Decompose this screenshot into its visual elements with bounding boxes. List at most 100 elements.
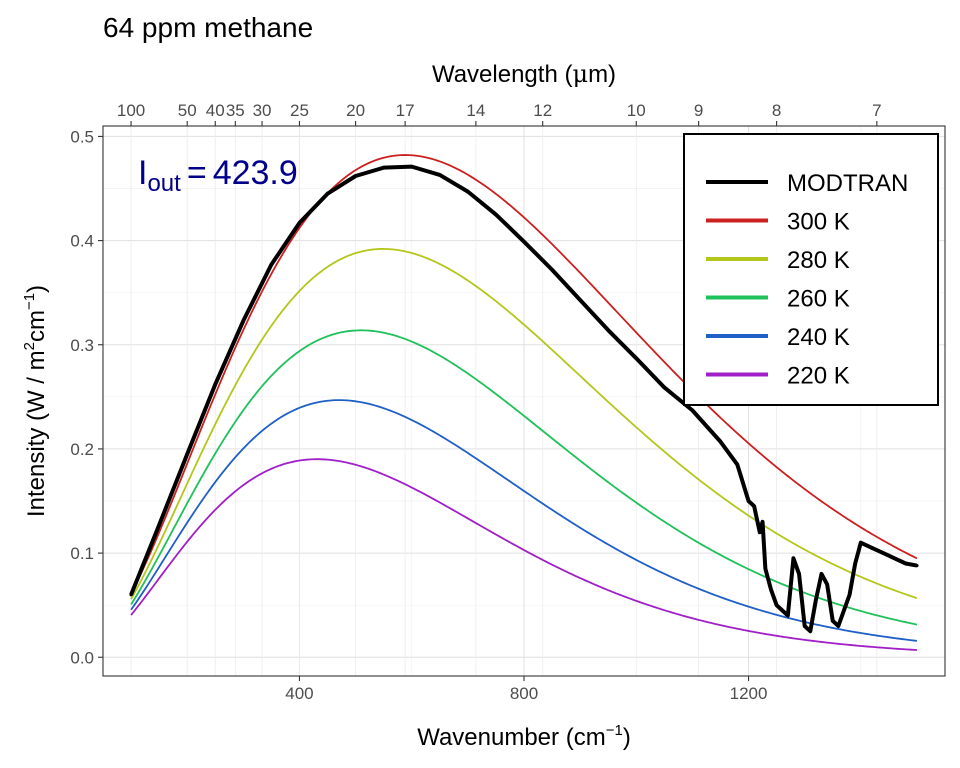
y-axis: 0.0 0.1 0.2 0.3 0.4 0.5 bbox=[70, 127, 103, 667]
modtran-point bbox=[382, 166, 386, 170]
modtran-point bbox=[853, 561, 857, 566]
modtran-point bbox=[185, 452, 189, 456]
modtran-point bbox=[325, 192, 330, 196]
x-tick-label: 1200 bbox=[730, 684, 768, 703]
modtran-point bbox=[241, 319, 245, 323]
modtran-point bbox=[819, 572, 824, 576]
legend: MODTRAN 300 K 280 K 260 K 240 K 220 K bbox=[683, 133, 939, 406]
y-tick-label: 0.0 bbox=[70, 648, 94, 667]
modtran-point bbox=[831, 619, 835, 623]
top-axis-title: Wavelength (μm) bbox=[432, 60, 616, 88]
modtran-point bbox=[870, 546, 874, 550]
x-axis-unit-exp: −1 bbox=[606, 722, 623, 739]
legend-label: 220 K bbox=[787, 363, 850, 390]
modtran-point bbox=[578, 298, 582, 302]
y-axis-title-prefix: Intensity (W / m bbox=[23, 350, 50, 517]
modtran-point bbox=[690, 408, 695, 412]
legend-label: 260 K bbox=[787, 286, 850, 313]
modtran-point bbox=[803, 624, 807, 628]
modtran-point bbox=[410, 165, 414, 169]
modtran-point bbox=[662, 385, 666, 390]
modtran-point bbox=[797, 572, 801, 576]
y-tick-label: 0.2 bbox=[70, 440, 94, 459]
legend-items: MODTRAN 300 K 280 K 260 K 240 K 220 K bbox=[706, 170, 908, 390]
modtran-point bbox=[786, 613, 790, 618]
legend-label: 240 K bbox=[787, 324, 850, 351]
y-tick-label: 0.3 bbox=[70, 336, 94, 355]
x-axis-unit: cm bbox=[574, 724, 606, 751]
top-tick-label: 14 bbox=[466, 101, 485, 120]
annotation-subscript: out bbox=[147, 170, 181, 197]
top-tick-label: 35 bbox=[226, 101, 245, 120]
modtran-point bbox=[746, 499, 751, 503]
top-tick-label: 20 bbox=[346, 101, 365, 120]
series-line-300k bbox=[130, 154, 918, 595]
top-tick-label: 7 bbox=[872, 101, 881, 120]
y-tick-label: 0.1 bbox=[70, 544, 94, 563]
modtran-point bbox=[763, 567, 767, 571]
modtran-point bbox=[780, 608, 784, 612]
modtran-point bbox=[881, 551, 885, 555]
top-tick-label: 50 bbox=[178, 101, 197, 120]
modtran-point bbox=[758, 530, 762, 534]
x-axis-title-text: Wavenumber bbox=[417, 724, 559, 751]
modtran-point bbox=[522, 240, 526, 244]
top-axis: 100 50 40 35 30 25 20 17 14 12 10 9 8 7 bbox=[117, 101, 882, 126]
top-tick-label: 12 bbox=[533, 101, 552, 120]
chart-title: 64 ppm methane bbox=[103, 12, 313, 43]
modtran-point bbox=[859, 541, 863, 545]
annotation-value: 423.9 bbox=[213, 154, 298, 192]
modtran-point bbox=[354, 174, 358, 178]
top-tick-label: 10 bbox=[627, 101, 646, 120]
top-tick-label: 100 bbox=[117, 101, 145, 120]
top-tick-label: 9 bbox=[694, 101, 703, 120]
modtran-point bbox=[735, 462, 739, 467]
series-line-220k bbox=[130, 458, 917, 651]
y-axis-title-mid: cm bbox=[23, 310, 50, 342]
top-tick-label: 25 bbox=[290, 101, 309, 120]
series-line-modtran bbox=[129, 164, 918, 634]
y-axis-title: Intensity (W / m2cm−1) bbox=[21, 285, 50, 517]
modtran-point bbox=[606, 328, 610, 332]
annotation-iout: Iout = 423.9 bbox=[138, 154, 298, 197]
modtran-point bbox=[769, 587, 773, 592]
top-axis-title-suffix: m) bbox=[588, 61, 616, 88]
modtran-point bbox=[752, 504, 756, 508]
modtran-point bbox=[269, 262, 273, 267]
series-line-280k bbox=[130, 248, 918, 600]
modtran-point bbox=[825, 582, 829, 586]
legend-label: 280 K bbox=[787, 247, 850, 274]
gridlines bbox=[103, 126, 945, 676]
modtran-point bbox=[634, 356, 638, 360]
legend-label: MODTRAN bbox=[787, 170, 908, 197]
y-tick-label: 0.5 bbox=[70, 127, 94, 146]
modtran-point bbox=[213, 382, 217, 386]
series-line-240k bbox=[130, 399, 918, 642]
modtran-point bbox=[718, 440, 723, 444]
modtran-point bbox=[297, 221, 302, 225]
modtran-point bbox=[808, 629, 812, 633]
modtran-point bbox=[550, 268, 554, 272]
x-axis-title: Wavenumber (cm−1) bbox=[417, 722, 631, 751]
modtran-point bbox=[892, 556, 897, 560]
modtran-point bbox=[129, 593, 133, 597]
top-axis-title-mu: μ bbox=[572, 60, 588, 88]
curves bbox=[129, 154, 919, 651]
series-line-260k bbox=[130, 329, 918, 626]
modtran-point bbox=[915, 563, 919, 568]
modtran-point bbox=[847, 593, 852, 597]
modtran-point bbox=[814, 598, 818, 602]
top-tick-label: 40 bbox=[206, 101, 225, 120]
top-axis-title-prefix: Wavelength ( bbox=[432, 61, 573, 88]
x-tick-label: 800 bbox=[510, 684, 538, 703]
top-tick-label: 8 bbox=[772, 101, 781, 120]
x-tick-label: 400 bbox=[285, 684, 313, 703]
modtran-point bbox=[791, 556, 796, 560]
modtran-point bbox=[904, 561, 908, 566]
legend-label: 300 K bbox=[787, 209, 850, 236]
y-axis-title-suffix: ) bbox=[23, 285, 50, 293]
y-axis-sup1: 2 bbox=[21, 342, 38, 350]
modtran-point bbox=[760, 520, 765, 524]
x-axis: 400 800 1200 bbox=[285, 676, 767, 703]
modtran-point bbox=[775, 603, 779, 607]
